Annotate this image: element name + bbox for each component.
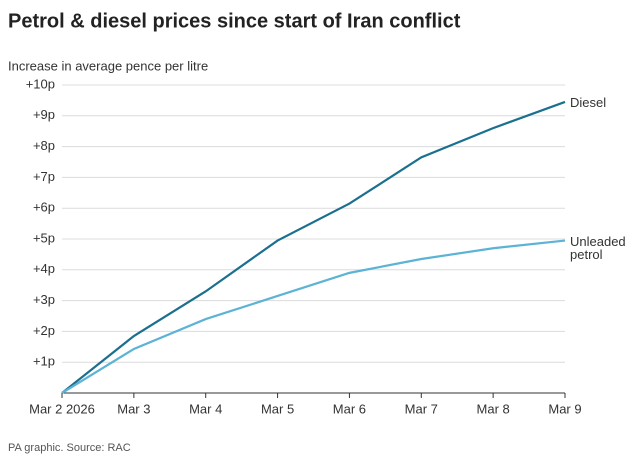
series-label: Unleaded petrol: [570, 233, 626, 262]
x-tick-label: Mar 9: [548, 401, 581, 416]
x-tick-label: Mar 4: [189, 401, 222, 416]
source-note: PA graphic. Source: RAC: [8, 442, 131, 454]
series-line: [61, 239, 566, 394]
x-tick-label: Mar 7: [405, 401, 438, 416]
x-tick-label: Mar 6: [333, 401, 366, 416]
x-tick-label: Mar 2 2026: [29, 401, 95, 416]
y-tick-label: +6p: [33, 200, 55, 215]
y-tick-label: +1p: [33, 354, 55, 369]
x-tick-label: Mar 3: [117, 401, 150, 416]
y-tick-label: +8p: [33, 138, 55, 153]
chart-title: Petrol & diesel prices since start of Ir…: [8, 10, 461, 32]
y-tick-label: +9p: [33, 107, 55, 122]
y-tick-label: +7p: [33, 169, 55, 184]
x-tick-label: Mar 5: [261, 401, 294, 416]
x-tick-label: Mar 8: [477, 401, 510, 416]
y-tick-label: +10p: [26, 76, 55, 91]
series-line: [61, 100, 566, 394]
series-label: Diesel: [570, 94, 607, 110]
chart-subtitle: Increase in average pence per litre: [8, 58, 208, 73]
y-tick-label: +4p: [33, 261, 55, 276]
y-tick-label: +5p: [33, 230, 55, 245]
y-tick-label: +3p: [33, 292, 55, 307]
y-tick-label: +2p: [33, 323, 55, 338]
